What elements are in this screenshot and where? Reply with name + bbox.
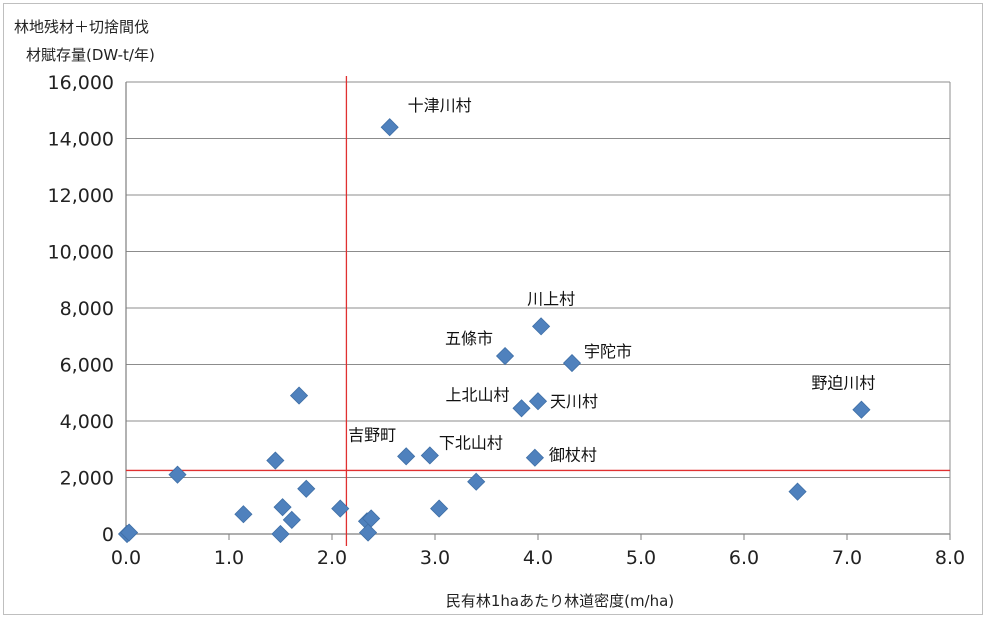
point-label: 十津川村	[408, 96, 472, 115]
x-tick-label: 7.0	[832, 547, 862, 569]
x-tick-label: 2.0	[317, 547, 347, 569]
point-label: 御杖村	[549, 446, 597, 465]
data-point	[397, 447, 416, 466]
data-point	[525, 448, 544, 467]
data-point	[358, 523, 378, 542]
data-point	[297, 479, 316, 498]
x-tick-label: 5.0	[626, 547, 656, 569]
data-point	[512, 399, 531, 418]
y-tick-label: 8,000	[60, 298, 114, 320]
point-label: 川上村	[527, 289, 575, 308]
x-tick-label: 0.0	[111, 547, 141, 569]
x-tick-label: 8.0	[935, 547, 965, 569]
data-point	[120, 523, 139, 542]
y-axis-title-line2: 材賦存量(DW-t/年)	[26, 46, 155, 64]
data-point	[168, 465, 187, 484]
data-point	[852, 400, 871, 419]
data-point	[528, 392, 548, 411]
y-tick-label: 12,000	[48, 185, 114, 207]
data-point	[271, 524, 290, 544]
point-label: 吉野町	[348, 425, 396, 444]
y-axis-title-line1: 林地残材＋切捨間伐	[14, 18, 150, 36]
y-tick-label: 4,000	[60, 411, 114, 433]
data-point	[420, 446, 439, 465]
data-point	[532, 317, 551, 336]
y-tick-label: 6,000	[60, 355, 114, 377]
x-tick-label: 3.0	[420, 547, 450, 569]
data-point	[467, 472, 486, 491]
point-label: 野迫川村	[811, 374, 875, 393]
chart-frame	[3, 3, 983, 615]
data-point	[495, 346, 515, 366]
y-tick-label: 0	[102, 524, 114, 546]
y-tick-label: 10,000	[48, 242, 114, 264]
point-label: 天川村	[550, 392, 598, 411]
data-point	[289, 386, 309, 405]
data-point	[282, 510, 301, 529]
point-label: 五條市	[445, 329, 493, 348]
data-point	[266, 451, 285, 470]
point-label: 下北山村	[439, 433, 503, 452]
point-label: 上北山村	[446, 385, 510, 404]
data-point	[380, 118, 399, 137]
point-label: 宇陀市	[584, 342, 632, 361]
y-tick-label: 16,000	[48, 72, 114, 94]
x-tick-label: 4.0	[523, 547, 553, 569]
data-point	[562, 354, 582, 373]
data-point	[430, 499, 449, 518]
x-axis-title: 民有林1haあたり林道密度(m/ha)	[445, 592, 675, 610]
data-point	[331, 499, 350, 518]
y-tick-label: 2,000	[60, 468, 114, 490]
data-point	[273, 498, 292, 517]
x-tick-label: 6.0	[729, 547, 759, 569]
data-point	[234, 505, 253, 524]
y-tick-label: 14,000	[48, 129, 114, 151]
data-point	[788, 482, 807, 501]
x-tick-label: 1.0	[214, 547, 244, 569]
